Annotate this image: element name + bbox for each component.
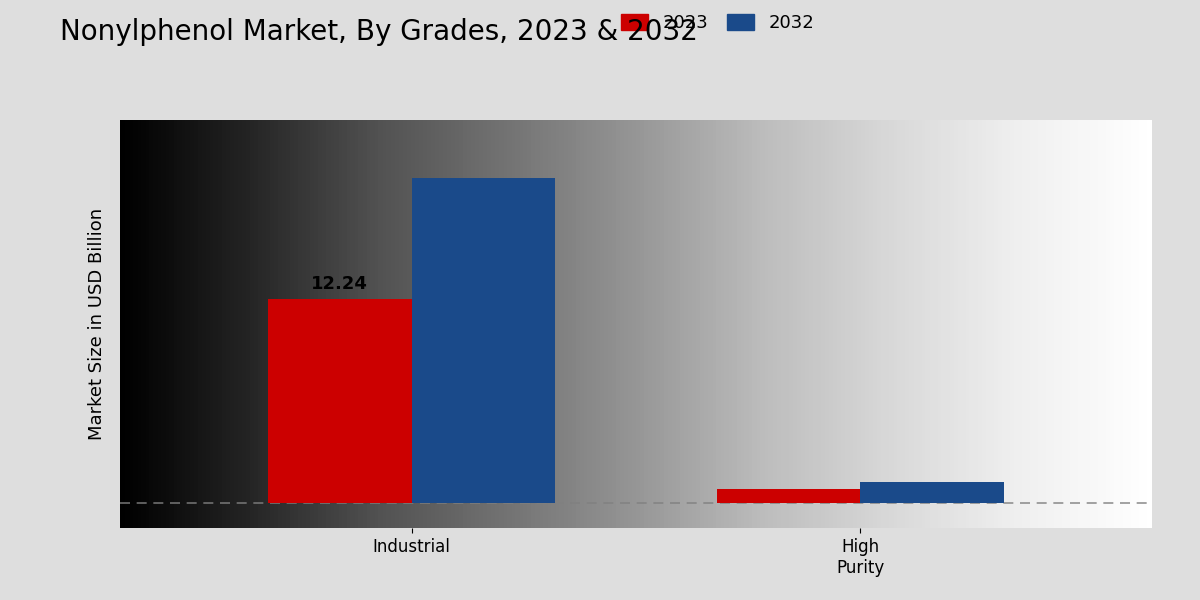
Bar bbox=[860, 482, 1004, 503]
Y-axis label: Market Size in USD Billion: Market Size in USD Billion bbox=[88, 208, 106, 440]
Bar bbox=[412, 178, 556, 503]
Legend: 2023, 2032: 2023, 2032 bbox=[614, 7, 821, 40]
Bar bbox=[716, 489, 860, 503]
Text: Nonylphenol Market, By Grades, 2023 & 2032: Nonylphenol Market, By Grades, 2023 & 20… bbox=[60, 18, 698, 46]
Text: 12.24: 12.24 bbox=[312, 275, 368, 293]
Bar bbox=[268, 299, 412, 503]
